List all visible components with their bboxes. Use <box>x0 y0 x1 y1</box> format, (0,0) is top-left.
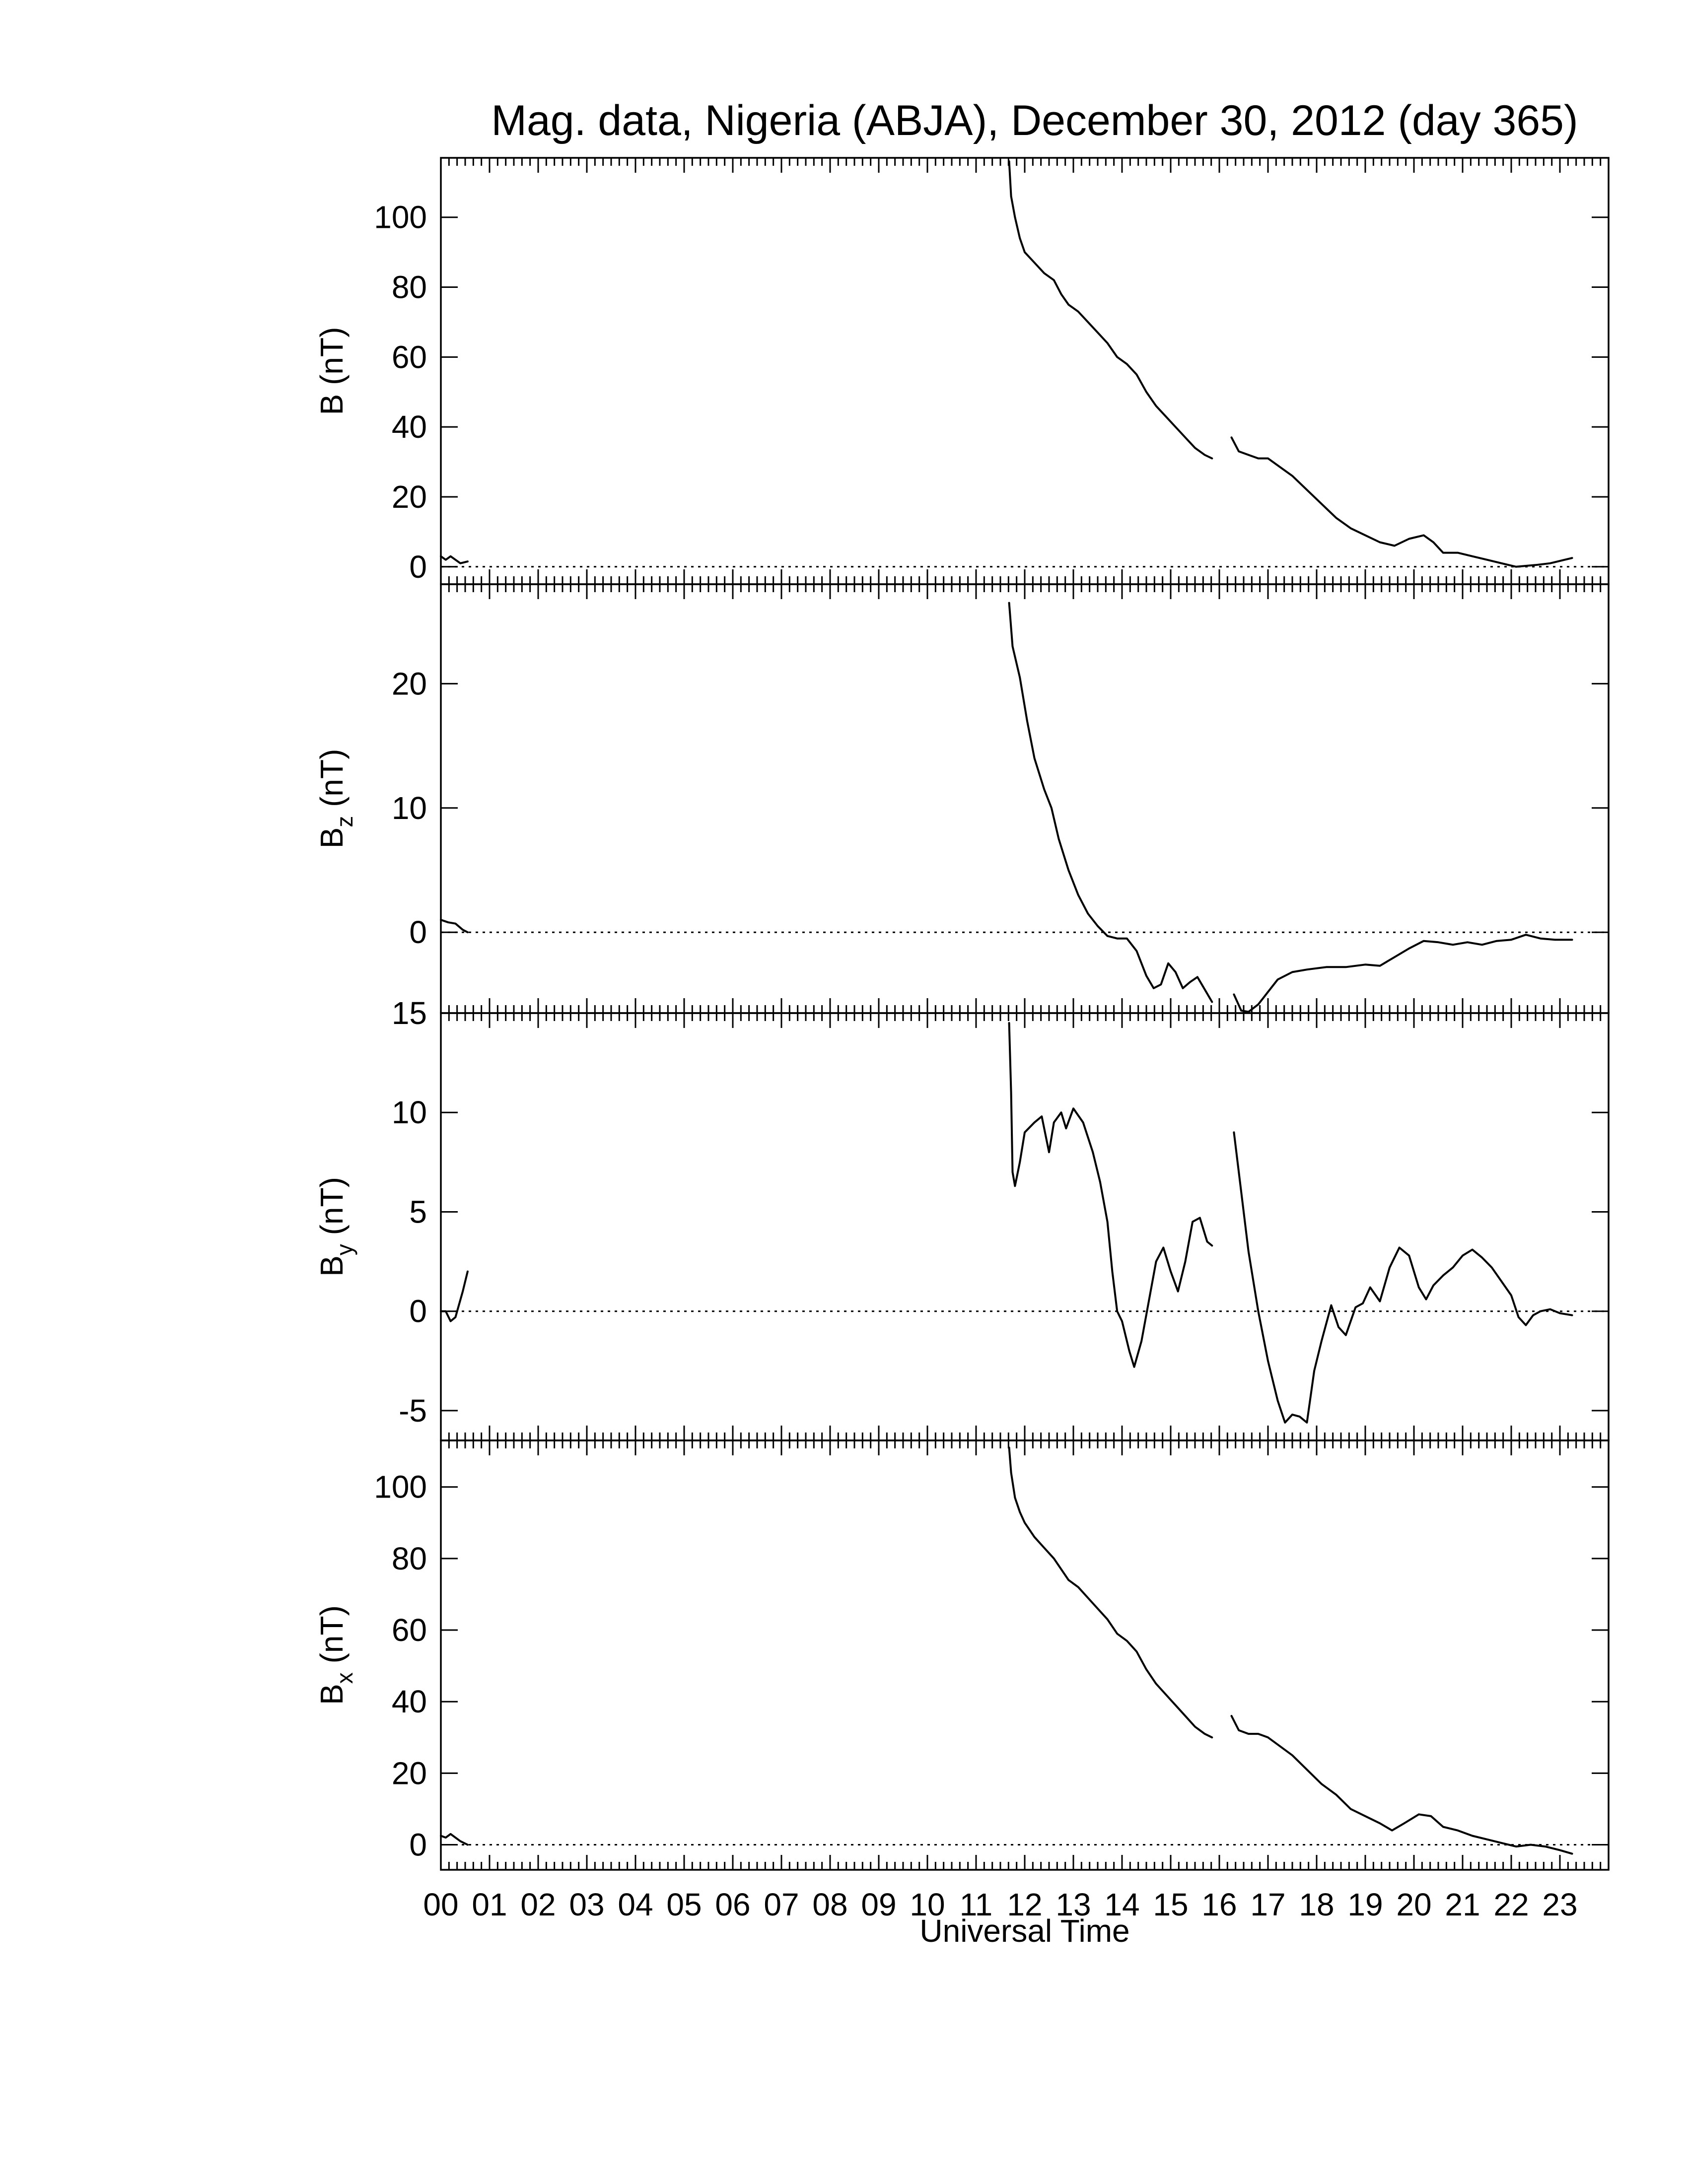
series-line-by <box>1008 1022 1213 1368</box>
y-tick-label: 5 <box>409 1194 427 1229</box>
series-line-b <box>1008 160 1213 460</box>
panel-bx: 0 20 40 60 80 100 Bx (nT) <box>314 1439 1610 1871</box>
x-tick-label: 23 <box>1542 1887 1577 1922</box>
panel-frame <box>440 1439 1610 1871</box>
y-tick-label: 40 <box>392 1684 427 1719</box>
y-axis-label-bz: Bz (nT) <box>314 749 357 849</box>
y-tick-label: 10 <box>392 1094 427 1130</box>
panel-bz: 0 10 20 Bz (nT) <box>314 583 1610 1014</box>
x-tick-label: 18 <box>1299 1887 1334 1922</box>
y-tick-label: 80 <box>392 270 427 305</box>
x-tick-label: 04 <box>618 1887 653 1922</box>
panel-frame <box>440 1012 1610 1441</box>
series-line-bz <box>1233 934 1573 1013</box>
y-tick-label: 0 <box>409 914 427 950</box>
series-line-bz <box>440 919 469 934</box>
y-tick-label: 80 <box>392 1541 427 1576</box>
x-tick-label: 22 <box>1493 1887 1529 1922</box>
x-tick-label: 20 <box>1396 1887 1431 1922</box>
series-line-by <box>440 1270 469 1322</box>
x-tick-label: 07 <box>764 1887 799 1922</box>
x-tick-label: 05 <box>666 1887 702 1922</box>
chart-title: Mag. data, Nigeria (ABJA), December 30, … <box>491 97 1578 144</box>
y-tick-label: 10 <box>392 790 427 826</box>
panel-frame <box>440 583 1610 1014</box>
y-tick-label: 20 <box>392 1755 427 1791</box>
y-tick-label: 100 <box>374 1469 427 1505</box>
series-line-b <box>1230 436 1573 568</box>
series-line-by <box>1233 1131 1573 1424</box>
y-axis-label-bx: Bx (nT) <box>314 1605 357 1705</box>
y-tick-label: 60 <box>392 339 427 375</box>
y-tick-label: 0 <box>409 1827 427 1863</box>
x-tick-label: 11 <box>960 1887 992 1922</box>
y-tick-label: 15 <box>392 995 427 1031</box>
y-tick-label: 20 <box>392 479 427 515</box>
x-tick-label: 13 <box>1055 1887 1091 1922</box>
x-tick-label: 21 <box>1445 1887 1480 1922</box>
y-axis-label-b: B (nT) <box>314 327 350 415</box>
x-tick-label: 00 <box>423 1887 458 1922</box>
x-tick-label: 06 <box>715 1887 750 1922</box>
x-tick-label: 15 <box>1153 1887 1188 1922</box>
series-line-bz <box>1008 602 1213 1003</box>
x-tick-label: 09 <box>861 1887 896 1922</box>
panel-b: 0 20 40 60 80 100 B (nT) <box>314 157 1610 585</box>
x-tick-label: 17 <box>1250 1887 1285 1922</box>
x-tick-label: 03 <box>569 1887 604 1922</box>
x-tick-label: 16 <box>1201 1887 1237 1922</box>
y-tick-label: -5 <box>399 1393 427 1429</box>
y-tick-label: 100 <box>374 200 427 235</box>
x-axis-label: Universal Time <box>919 1913 1129 1949</box>
series-line-bx <box>1230 1715 1573 1855</box>
y-tick-label: 20 <box>392 666 427 701</box>
series-line-bx <box>440 1833 469 1846</box>
y-tick-label: 60 <box>392 1612 427 1648</box>
series-line-bx <box>1008 1446 1213 1739</box>
x-tick-label: 12 <box>1007 1887 1042 1922</box>
y-tick-label: 40 <box>392 409 427 445</box>
y-tick-label: 0 <box>409 549 427 585</box>
x-tick-label: 10 <box>910 1887 945 1922</box>
x-tick-label: 14 <box>1104 1887 1139 1922</box>
x-tick-label: 08 <box>812 1887 847 1922</box>
panel-by: -5 0 5 10 15 By (nT) <box>314 995 1610 1441</box>
y-axis-label-by: By (nT) <box>314 1177 357 1277</box>
x-tick-label: 19 <box>1347 1887 1383 1922</box>
y-tick-label: 0 <box>409 1294 427 1329</box>
x-tick-label: 01 <box>472 1887 507 1922</box>
series-line-b <box>440 555 469 564</box>
panel-frame <box>440 157 1610 585</box>
x-tick-label: 02 <box>520 1887 556 1922</box>
